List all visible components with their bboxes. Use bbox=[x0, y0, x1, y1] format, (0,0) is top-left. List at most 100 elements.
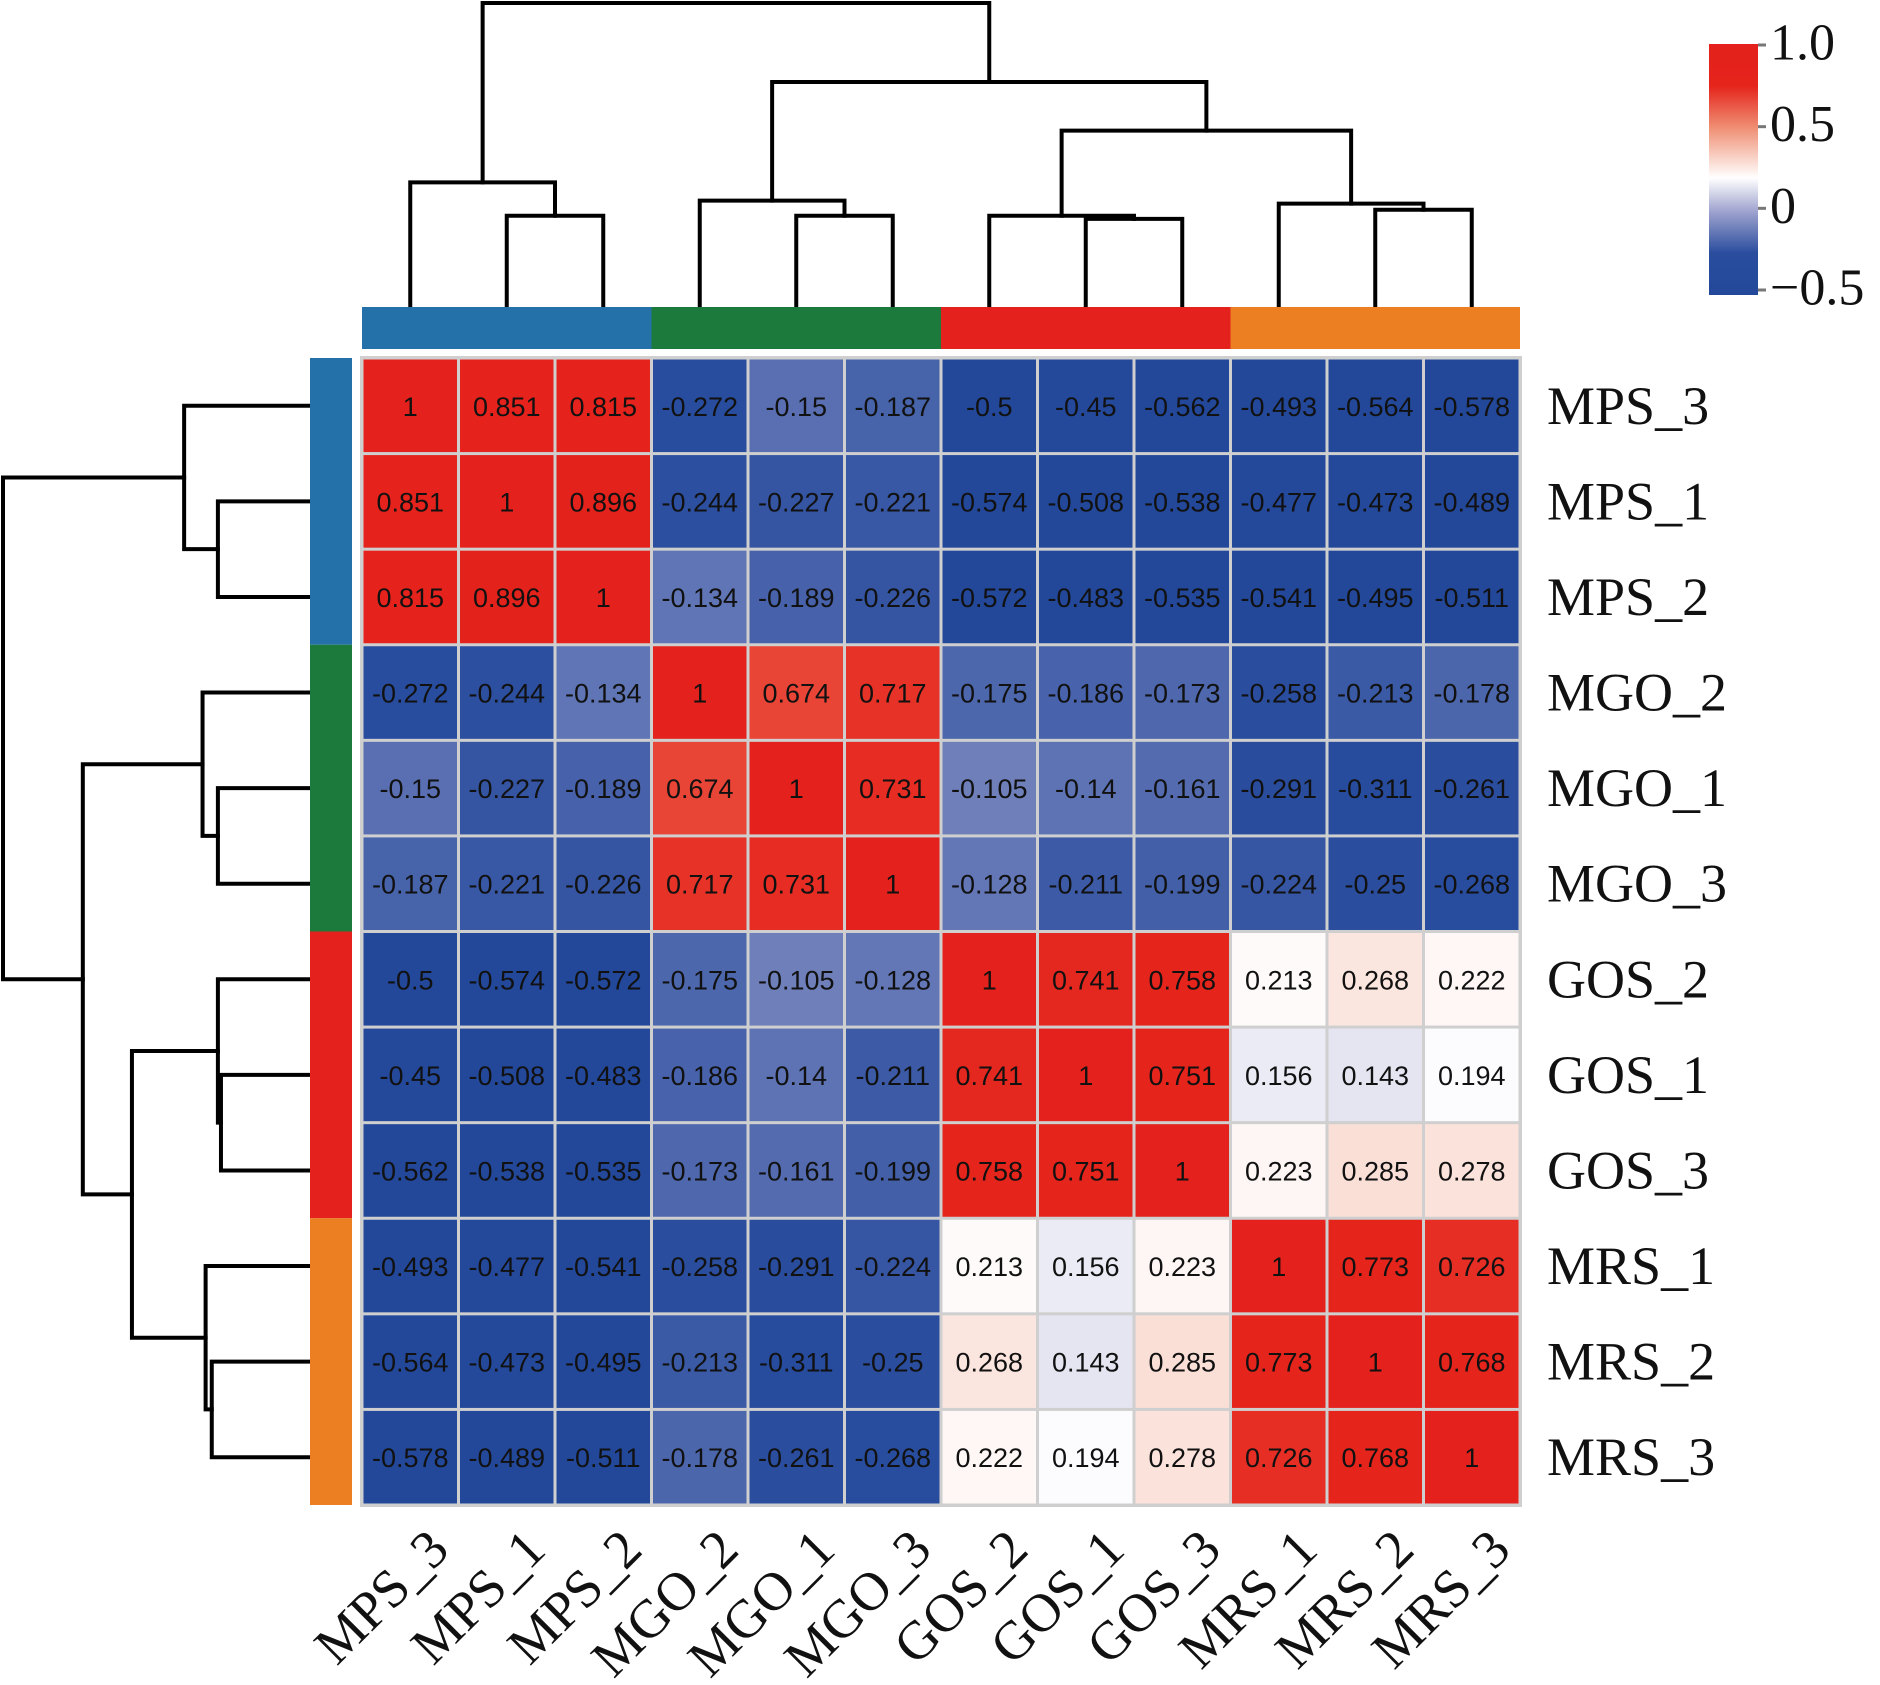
row-dendrogram-branch bbox=[203, 1264, 312, 1412]
cell-value-label: 0.156 bbox=[1245, 1061, 1313, 1091]
cell-value-label: -0.105 bbox=[951, 774, 1028, 804]
row-group-mps bbox=[310, 358, 352, 645]
heatmap-cell bbox=[942, 1315, 1036, 1408]
heatmap-cell bbox=[460, 837, 554, 930]
cell-value-label: -0.45 bbox=[1055, 392, 1117, 422]
heatmap-cell bbox=[1328, 646, 1422, 739]
cell-value-label: -0.473 bbox=[468, 1348, 545, 1378]
cell-value-label: -0.477 bbox=[468, 1252, 545, 1282]
heatmap-cell bbox=[1039, 1219, 1133, 1313]
heatmap-cell bbox=[942, 1124, 1036, 1217]
heatmap-cell bbox=[653, 550, 747, 644]
heatmap-cell bbox=[460, 1028, 554, 1122]
heatmap-cell bbox=[363, 1315, 457, 1408]
heatmap-cell bbox=[749, 359, 843, 453]
heatmap-cell bbox=[460, 646, 554, 739]
heatmap-cell bbox=[1328, 741, 1422, 835]
cell-value-label: -0.25 bbox=[1344, 870, 1406, 900]
row-label: GOS_3 bbox=[1547, 1140, 1709, 1200]
row-label: MGO_3 bbox=[1547, 854, 1727, 914]
heatmap-cell bbox=[1039, 837, 1133, 930]
cell-value-label: -0.489 bbox=[1433, 487, 1510, 517]
heatmap-cell bbox=[1232, 1124, 1326, 1217]
heatmap-cell bbox=[1135, 550, 1229, 644]
heatmap-cell bbox=[653, 1124, 747, 1217]
cell-value-label: -0.5 bbox=[966, 392, 1013, 422]
heatmap-cell bbox=[653, 359, 747, 453]
heatmap-cell bbox=[1135, 455, 1229, 548]
heatmap-cell bbox=[1135, 741, 1229, 835]
cell-value-label: -0.272 bbox=[661, 392, 738, 422]
cell-value-label: 1 bbox=[1271, 1252, 1286, 1282]
heatmap-cell bbox=[363, 455, 457, 548]
heatmap-cell bbox=[1328, 455, 1422, 548]
heatmap-cell bbox=[363, 359, 457, 453]
column-group-annotation-bar bbox=[362, 307, 1520, 349]
heatmap-cell bbox=[846, 933, 940, 1026]
cell-value-label: -0.564 bbox=[1337, 392, 1414, 422]
heatmap-cell bbox=[1039, 455, 1133, 548]
cell-value-label: -0.477 bbox=[1240, 487, 1317, 517]
column-dendrogram-branch bbox=[1276, 201, 1426, 309]
cell-value-label: 1 bbox=[596, 583, 611, 613]
cell-value-label: -0.272 bbox=[372, 679, 449, 709]
cell-value-label: -0.541 bbox=[565, 1252, 642, 1282]
row-label: MPS_3 bbox=[1547, 376, 1709, 436]
cell-value-label: -0.226 bbox=[854, 583, 931, 613]
cell-value-label: -0.508 bbox=[1047, 487, 1124, 517]
cell-value-label: 0.156 bbox=[1052, 1252, 1120, 1282]
column-dendrogram-branch bbox=[504, 213, 606, 309]
heatmap-cell bbox=[1232, 646, 1326, 739]
cell-value-label: -0.187 bbox=[372, 870, 449, 900]
cell-value-label: -0.15 bbox=[379, 774, 441, 804]
heatmap-cell bbox=[653, 455, 747, 548]
row-label: MPS_2 bbox=[1547, 567, 1709, 627]
cell-value-label: -0.128 bbox=[951, 870, 1028, 900]
heatmap-cell bbox=[749, 550, 843, 644]
heatmap-cell bbox=[460, 359, 554, 453]
cell-value-label: 1 bbox=[1175, 1156, 1190, 1186]
cell-value-label: -0.173 bbox=[661, 1156, 738, 1186]
column-dendrogram bbox=[408, 1, 1474, 309]
heatmap-cell bbox=[1135, 359, 1229, 453]
row-label: GOS_1 bbox=[1547, 1045, 1709, 1105]
heatmap-cell bbox=[1328, 1219, 1422, 1313]
cell-value-label: 0.213 bbox=[955, 1252, 1023, 1282]
heatmap-cell bbox=[1328, 1028, 1422, 1122]
column-dendrogram-branch bbox=[480, 1, 992, 185]
heatmap-cell bbox=[1328, 933, 1422, 1026]
cell-value-label: -0.535 bbox=[1144, 583, 1221, 613]
heatmap-cell bbox=[749, 741, 843, 835]
heatmap-cell bbox=[942, 550, 1036, 644]
heatmap-cell bbox=[846, 1219, 940, 1313]
heatmap-cell bbox=[749, 837, 843, 930]
heatmap-cell bbox=[1328, 837, 1422, 930]
row-label: MRS_2 bbox=[1547, 1332, 1715, 1392]
heatmap-cell bbox=[1425, 646, 1519, 739]
row-label: MRS_3 bbox=[1547, 1427, 1715, 1487]
cell-value-label: -0.562 bbox=[372, 1156, 449, 1186]
heatmap-cell bbox=[556, 359, 650, 453]
cell-value-label: -0.134 bbox=[661, 583, 738, 613]
cell-value-label: -0.483 bbox=[565, 1061, 642, 1091]
cell-value-label: -0.178 bbox=[661, 1443, 738, 1473]
heatmap-cell bbox=[942, 359, 1036, 453]
heatmap-cell bbox=[556, 1315, 650, 1408]
heatmap-cell bbox=[942, 837, 1036, 930]
heatmap-cell bbox=[1135, 837, 1229, 930]
cell-value-label: 0.741 bbox=[955, 1061, 1023, 1091]
heatmap-cell bbox=[556, 837, 650, 930]
heatmap-cell bbox=[363, 837, 457, 930]
cell-value-label: -0.562 bbox=[1144, 392, 1221, 422]
row-dendrogram-branch bbox=[80, 762, 205, 1197]
cell-value-label: 0.773 bbox=[1245, 1348, 1313, 1378]
cell-value-label: 0.223 bbox=[1148, 1252, 1216, 1282]
cell-value-label: 1 bbox=[1078, 1061, 1093, 1091]
heatmap-cell bbox=[942, 741, 1036, 835]
row-label: MGO_2 bbox=[1547, 663, 1727, 723]
column-dendrogram-branch bbox=[770, 80, 1209, 203]
heatmap-cell bbox=[653, 1028, 747, 1122]
cell-value-label: 0.268 bbox=[1341, 965, 1409, 995]
cell-value-label: -0.538 bbox=[1144, 487, 1221, 517]
heatmap-cell bbox=[653, 837, 747, 930]
